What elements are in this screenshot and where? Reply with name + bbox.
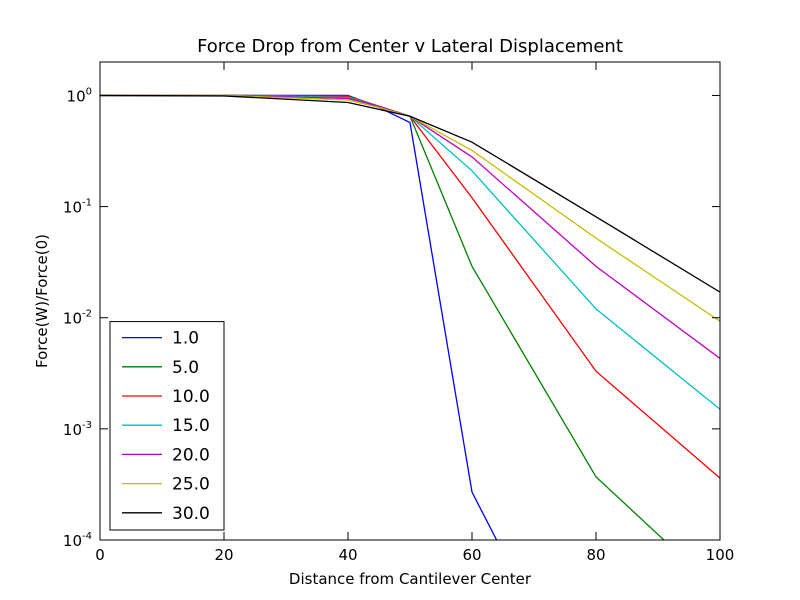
legend-label: 30.0 <box>172 504 210 524</box>
legend-label: 5.0 <box>172 358 199 378</box>
x-tick-label: 20 <box>214 546 233 564</box>
x-axis-label: Distance from Cantilever Center <box>289 570 532 588</box>
chart-title: Force Drop from Center v Lateral Displac… <box>197 36 623 57</box>
plot-lines <box>100 94 720 540</box>
y-tick-label: 100 <box>67 86 92 105</box>
x-tick-label: 60 <box>462 546 481 564</box>
legend-label: 20.0 <box>172 445 210 465</box>
x-tick-label: 80 <box>586 546 605 564</box>
x-tick-label: 100 <box>706 546 735 564</box>
legend-label: 1.0 <box>172 329 199 349</box>
data-line <box>100 94 720 322</box>
y-tick-label: 10-2 <box>63 309 92 328</box>
legend-label: 15.0 <box>172 416 210 436</box>
data-line <box>100 94 720 359</box>
y-axis-label: Force(W)/Force(0) <box>33 234 51 368</box>
legend-label: 10.0 <box>172 387 210 407</box>
y-tick-label: 10-3 <box>63 420 92 439</box>
y-tick-label: 10-1 <box>63 198 92 217</box>
plot-frame <box>99 61 721 541</box>
data-line <box>100 94 720 293</box>
legend-label: 25.0 <box>172 475 210 495</box>
x-tick-label: 40 <box>338 546 357 564</box>
y-tick-label: 10-4 <box>63 531 92 550</box>
x-tick-label: 0 <box>95 546 105 564</box>
